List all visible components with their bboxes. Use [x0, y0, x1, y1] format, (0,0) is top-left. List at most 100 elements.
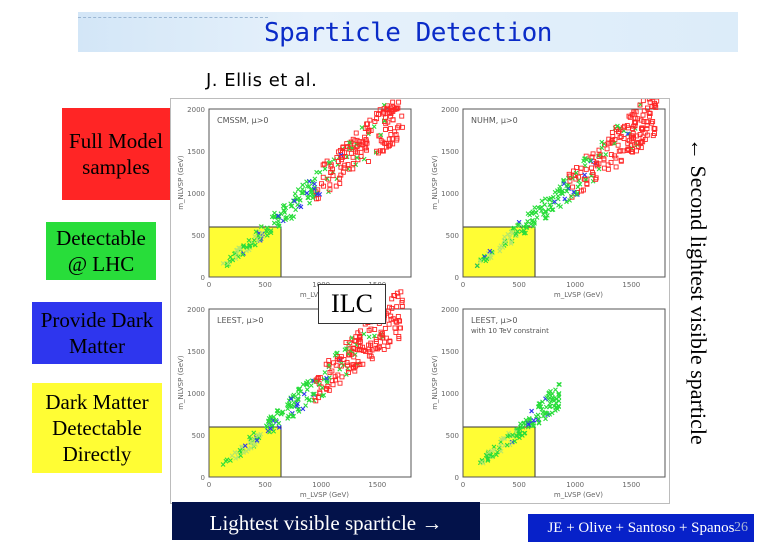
y-tick-label: 1500: [441, 148, 459, 156]
sample-point: [309, 383, 313, 387]
title-bar: Sparticle Detection: [78, 12, 738, 52]
second-lightest-label: ← Second lightest visible sparticle: [678, 107, 718, 475]
sample-point: [315, 170, 319, 174]
sample-point: [302, 392, 306, 396]
credit-label: JE + Olive + Santoso + Spanos: [528, 514, 754, 542]
x-axis-label: m_LVSP (GeV): [554, 491, 603, 499]
sample-point: [341, 170, 345, 174]
sample-point: [556, 194, 560, 198]
sample-point: [294, 208, 298, 212]
sample-point: [372, 125, 376, 129]
sample-point: [533, 206, 537, 210]
sample-point: [387, 322, 391, 326]
sample-point: [536, 413, 540, 417]
ilc-label: ILC: [318, 284, 386, 324]
sample-point: [602, 158, 606, 162]
y-tick-label: 500: [192, 232, 205, 240]
sample-point: [301, 407, 305, 411]
sample-point: [384, 128, 388, 132]
y-axis-label: m_NLVSP (GeV): [431, 355, 439, 410]
sample-point: [347, 342, 351, 346]
sample-point: [395, 305, 399, 309]
sample-point: [383, 326, 387, 330]
x-tick-label: 0: [207, 281, 211, 289]
x-tick-label: 1500: [622, 481, 640, 489]
sample-point: [389, 127, 393, 131]
sample-point: [367, 335, 371, 339]
y-tick-label: 500: [446, 432, 459, 440]
x-tick-label: 1500: [622, 281, 640, 289]
sample-point: [584, 167, 588, 171]
full-model-label: Full Model samples: [62, 108, 170, 200]
sample-point: [553, 388, 557, 392]
sample-point: [544, 405, 548, 409]
y-tick-label: 1500: [441, 348, 459, 356]
sample-point: [296, 188, 300, 192]
x-tick-label: 0: [461, 481, 465, 489]
sample-point: [540, 199, 544, 203]
y-tick-label: 1000: [441, 190, 459, 198]
sample-point: [604, 153, 608, 157]
panel-title: LEEST, μ>0: [217, 316, 264, 325]
y-tick-label: 0: [201, 274, 205, 282]
sample-point: [293, 192, 297, 196]
sample-point: [641, 99, 645, 103]
y-tick-label: 2000: [441, 106, 459, 114]
x-tick-label: 0: [461, 281, 465, 289]
sample-point: [641, 113, 645, 117]
y-tick-label: 1000: [187, 390, 205, 398]
sample-point: [321, 175, 325, 179]
sample-point: [583, 163, 587, 167]
dm-direct-label: Dark Matter Detectable Directly: [32, 383, 162, 473]
sample-point: [606, 167, 610, 171]
sample-point: [614, 165, 618, 169]
sample-point: [351, 155, 355, 159]
y-tick-label: 0: [455, 274, 459, 282]
sample-point: [366, 160, 370, 164]
sample-point: [391, 100, 395, 104]
sample-point: [394, 330, 398, 334]
x-tick-label: 0: [207, 481, 211, 489]
sample-point: [605, 147, 609, 151]
y-tick-label: 2000: [441, 306, 459, 314]
panel-title: NUHM, μ>0: [471, 116, 518, 125]
sample-point: [579, 166, 583, 170]
y-tick-label: 2000: [187, 306, 205, 314]
sample-point: [312, 182, 316, 186]
sample-point: [308, 201, 312, 205]
sample-point: [639, 146, 643, 150]
dm-region-box: [209, 427, 281, 477]
y-axis-label: m_NLVSP (GeV): [431, 155, 439, 210]
sample-point: [618, 136, 622, 140]
sample-point: [354, 131, 358, 135]
panel-title: CMSSM, μ>0: [217, 116, 269, 125]
sample-point: [543, 197, 547, 201]
sample-point: [292, 401, 296, 405]
x-tick-label: 500: [512, 481, 525, 489]
sample-point: [328, 183, 332, 187]
y-tick-label: 0: [455, 474, 459, 482]
sample-point: [286, 407, 290, 411]
author-label: J. Ellis et al.: [206, 70, 317, 91]
y-tick-label: 1000: [187, 190, 205, 198]
sample-point: [272, 221, 276, 225]
sample-point: [400, 114, 404, 118]
y-tick-label: 2000: [187, 106, 205, 114]
sample-point: [393, 326, 397, 330]
sample-point: [323, 167, 327, 171]
sample-point: [397, 100, 401, 104]
y-axis-label: m_NLVSP (GeV): [177, 155, 185, 210]
sample-point: [277, 421, 281, 425]
x-tick-label: 1000: [312, 481, 330, 489]
sample-point: [558, 185, 562, 189]
sample-point: [313, 177, 317, 181]
sample-point: [331, 383, 335, 387]
detectable-lhc-label: Detectable @ LHC: [46, 222, 156, 280]
panel-title: LEEST, μ>0: [471, 316, 518, 325]
x-tick-label: 500: [512, 281, 525, 289]
sample-point: [276, 219, 280, 223]
sample-point: [301, 183, 305, 187]
y-tick-label: 500: [192, 432, 205, 440]
sample-point: [305, 180, 309, 184]
